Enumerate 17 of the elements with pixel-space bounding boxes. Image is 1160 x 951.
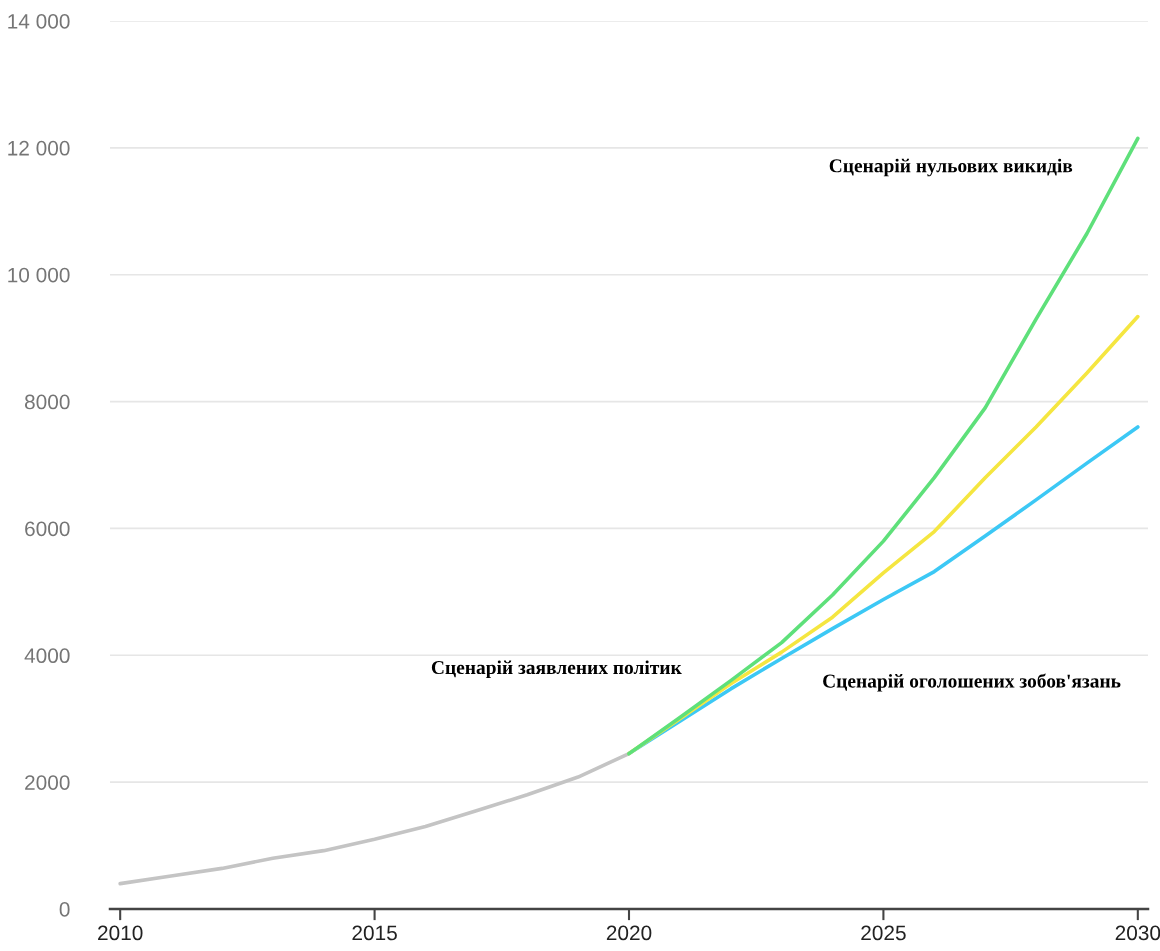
y-tick-label: 2000 bbox=[25, 775, 70, 790]
line-series bbox=[118, 751, 631, 886]
x-tick-label: 2030 bbox=[1115, 925, 1160, 941]
annotation: Сценарій оголошених зобов'язань bbox=[823, 673, 1121, 692]
annotation: Сценарій заявлених політик bbox=[431, 660, 682, 679]
x-tick-label: 2015 bbox=[352, 925, 397, 941]
y-tick-label: 0 bbox=[59, 902, 70, 917]
y-tick-label: 14 000 bbox=[8, 14, 70, 29]
y-tick-label: 8000 bbox=[24, 394, 70, 410]
y-tick-label: 4000 bbox=[24, 648, 70, 664]
x-tick-label: 2020 bbox=[606, 925, 652, 941]
y-tick-label: 12 000 bbox=[8, 140, 70, 156]
y-tick-label: 6000 bbox=[25, 521, 70, 537]
annotation: Сценарій нульових викидів bbox=[829, 158, 1073, 177]
x-tick-label: 2025 bbox=[861, 925, 906, 941]
x-tick-label: 2010 bbox=[98, 925, 143, 941]
y-tick-label: 10 000 bbox=[8, 267, 70, 283]
